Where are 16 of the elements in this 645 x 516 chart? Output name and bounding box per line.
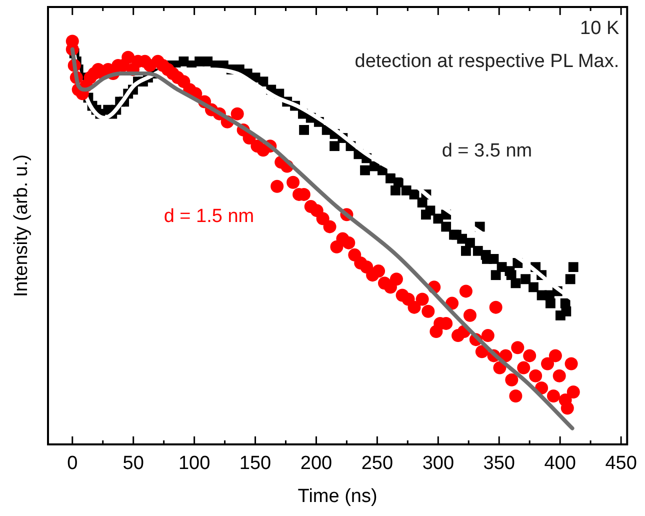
series-label: d = 1.5 nm	[164, 206, 254, 228]
x-tick-label: 150	[239, 453, 272, 474]
annotation: detection at respective PL Max.	[354, 51, 620, 72]
x-tick-label: 50	[122, 453, 144, 474]
y-axis-title: Intensity (arb. u.)	[11, 154, 32, 297]
text: 10 K	[580, 18, 620, 40]
x-tick-label: 0	[67, 453, 78, 474]
x-tick-label: 200	[300, 453, 332, 474]
x-tick-label: 300	[422, 453, 454, 474]
x-tick-label: 100	[178, 453, 210, 474]
x-axis-title: Time (ns)	[298, 486, 378, 507]
x-tick-label: 400	[544, 453, 576, 474]
x-tick-label: 250	[361, 453, 394, 474]
x-tick-label: 350	[483, 453, 515, 474]
series-label: d = 3.5 nm	[442, 140, 532, 162]
x-tick-label: 450	[605, 453, 637, 474]
